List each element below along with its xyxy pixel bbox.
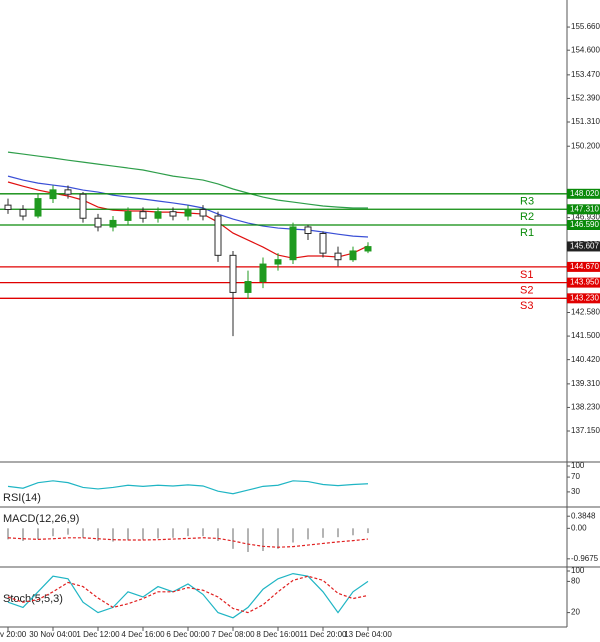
level-name: S1 <box>520 269 533 281</box>
y-tick-label: 30 <box>571 487 580 496</box>
rsi-line <box>7 480 369 495</box>
y-tick-label: 142.580 <box>571 308 600 317</box>
y-tick-label: 146.930 <box>571 213 600 222</box>
x-tick-label: 11 Dec 20:00 <box>300 630 348 639</box>
y-tick-label: 155.660 <box>571 22 600 31</box>
indicator-label: MACD(12,26,9) <box>3 513 79 525</box>
y-tick-label: 140.420 <box>571 355 600 364</box>
candle-body <box>214 215 222 256</box>
x-tick-label: Nov 20:00 <box>0 630 27 639</box>
y-tick-label: -0.9675 <box>571 554 599 563</box>
moving-average <box>7 151 368 209</box>
y-tick-label: 20 <box>571 608 580 617</box>
candle-body <box>364 246 372 252</box>
candle-body <box>109 219 117 228</box>
candle-body <box>79 193 87 219</box>
level-price-box <box>567 188 600 199</box>
y-tick-label: 139.310 <box>571 379 600 388</box>
stoch-main <box>7 572 369 619</box>
y-tick-label: 141.500 <box>571 331 600 340</box>
x-tick-label: 8 Dec 16:00 <box>256 630 300 639</box>
y-tick-label: 151.310 <box>571 117 600 126</box>
stoch-signal <box>7 575 369 614</box>
y-tick-label: 80 <box>571 577 580 586</box>
candle-body <box>34 198 42 217</box>
y-tick-label: 152.390 <box>571 94 600 103</box>
x-tick-label: 4 Dec 16:00 <box>121 630 165 639</box>
level-price-box <box>567 204 600 215</box>
level-name: R3 <box>520 196 534 208</box>
last-price-box <box>567 241 600 252</box>
level-price-label: 143.230 <box>570 293 599 302</box>
candle-body <box>64 189 72 195</box>
candle-body <box>199 209 207 217</box>
candle-body <box>259 263 267 283</box>
macd-signal <box>7 537 369 548</box>
candle-body <box>274 259 282 265</box>
candle-body <box>139 211 147 219</box>
x-tick-label: 7 Dec 08:00 <box>211 630 255 639</box>
level-name: S2 <box>520 285 533 297</box>
candle-body <box>184 209 192 217</box>
level-price-box <box>567 277 600 288</box>
y-tick-label: 150.200 <box>571 141 600 150</box>
candle-body <box>319 233 327 254</box>
candle-body <box>124 211 132 221</box>
level-price-box <box>567 293 600 304</box>
y-tick-label: 138.230 <box>571 403 600 412</box>
candle-body <box>229 254 237 293</box>
y-tick-label: 137.150 <box>571 426 600 435</box>
level-price-label: 146.590 <box>570 220 599 229</box>
level-price-box <box>567 219 600 230</box>
candle-body <box>154 211 162 219</box>
y-tick-label: 70 <box>571 472 580 481</box>
level-name: R2 <box>520 211 534 223</box>
x-tick-label: 13 Dec 04:00 <box>344 630 392 639</box>
y-tick-label: 154.600 <box>571 45 600 54</box>
level-name: R1 <box>520 227 534 239</box>
candle-body <box>349 250 357 261</box>
candle-body <box>289 226 297 261</box>
y-tick-label: 100 <box>571 566 585 575</box>
x-tick-label: 6 Dec 00:00 <box>166 630 210 639</box>
y-tick-label: 0.00 <box>571 523 587 532</box>
x-tick-label: 30 Nov 04:00 <box>29 630 77 639</box>
candle-body <box>94 217 102 228</box>
candle-body <box>19 209 27 217</box>
level-price-label: 143.950 <box>570 278 599 287</box>
level-price-label: 144.670 <box>570 262 599 271</box>
indicator-label: Stoch(5,5,3) <box>3 593 63 605</box>
candle-body <box>304 226 312 235</box>
indicator-label: RSI(14) <box>3 492 41 504</box>
x-tick-label: 1 Dec 12:00 <box>76 630 120 639</box>
level-name: S3 <box>520 300 533 312</box>
candle-body <box>334 252 342 261</box>
y-tick-label: 0.3848 <box>571 511 596 520</box>
candle-body <box>244 281 252 293</box>
candle-body <box>169 211 177 217</box>
level-price-box <box>567 261 600 272</box>
level-price-label: 147.310 <box>570 204 599 213</box>
level-price-label: 148.020 <box>570 189 599 198</box>
candle-body <box>4 204 12 211</box>
y-tick-label: 153.470 <box>571 70 600 79</box>
candle-body <box>49 189 57 200</box>
y-tick-label: 100 <box>571 461 585 470</box>
last-price-label: 145.607 <box>570 242 599 251</box>
